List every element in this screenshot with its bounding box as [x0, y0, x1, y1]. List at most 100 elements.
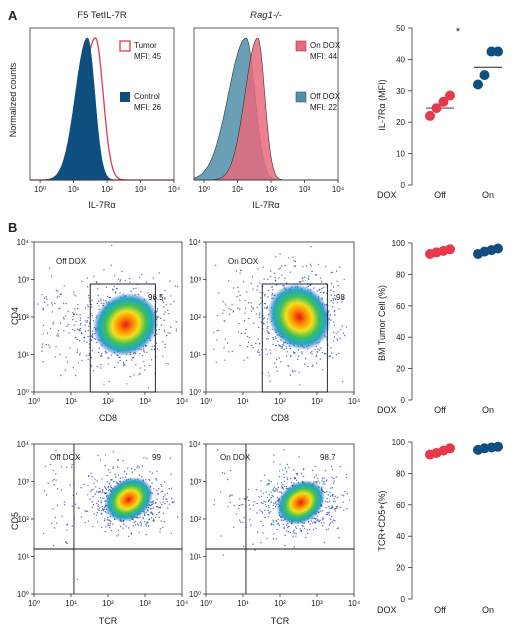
flow3-event	[110, 479, 112, 481]
flow2-event	[301, 352, 303, 355]
flow1-event	[65, 302, 68, 305]
flow2-event	[310, 265, 312, 267]
flow4-event	[318, 520, 320, 522]
flow4-event	[325, 506, 327, 509]
flow2-event	[281, 265, 283, 267]
flow2-event	[322, 292, 324, 294]
flow3-event	[152, 507, 154, 509]
flow3-event	[123, 470, 126, 473]
flow4-event	[303, 468, 305, 470]
flow1-event	[165, 362, 167, 365]
flow1-event	[54, 356, 56, 358]
flow2-event	[333, 324, 336, 326]
flow4-event	[213, 504, 215, 506]
flow3-event	[110, 486, 112, 488]
flow2-event	[298, 281, 301, 283]
flow2-event	[332, 298, 334, 300]
flow1-event	[143, 350, 145, 352]
dot2-cat-on: On	[482, 405, 494, 415]
flow2-event	[251, 344, 253, 347]
flow2-event	[275, 344, 277, 347]
flow2-event	[311, 365, 313, 367]
flow1-event	[91, 314, 94, 317]
flow3-event	[66, 542, 68, 545]
flow4-event	[295, 473, 297, 475]
flow2-event	[238, 322, 240, 325]
flow4-event	[272, 488, 275, 490]
flow2-event	[258, 351, 260, 353]
flow1-event	[56, 335, 58, 337]
flow2-event	[260, 297, 262, 299]
flow4-event	[283, 473, 285, 475]
flow3-event	[77, 507, 79, 509]
flow2-event	[309, 284, 311, 286]
flow4-event	[256, 502, 258, 505]
flow2-event	[331, 352, 333, 354]
flow2-event	[281, 345, 283, 348]
flow2-event	[228, 280, 230, 282]
flow1-event	[63, 285, 65, 287]
flow4-event	[300, 473, 303, 475]
flow3-event	[107, 485, 110, 488]
flow1-event	[166, 334, 168, 337]
flow2-event	[255, 313, 257, 315]
flow2-event	[296, 358, 299, 360]
flow3-gate	[34, 444, 182, 594]
flow1-event	[147, 387, 150, 389]
flow1-event	[146, 351, 148, 353]
flow4-event	[292, 531, 294, 533]
flow1-event	[99, 355, 102, 357]
flow3-event	[51, 522, 53, 525]
flow1-event	[107, 295, 109, 297]
flow2-event	[258, 314, 261, 316]
flow1-event	[164, 331, 166, 333]
flow4-event	[285, 485, 288, 488]
flow2-event	[275, 366, 277, 368]
flow3-ytick-label: 10⁴	[17, 440, 30, 449]
flow2-event	[323, 353, 326, 355]
flow1-event	[64, 369, 67, 371]
flow1-event	[149, 364, 151, 367]
flow2-event	[272, 336, 274, 339]
flow3-event	[133, 521, 136, 524]
flow2-event	[271, 295, 273, 297]
flow1-event	[65, 356, 67, 358]
flow3-event	[65, 541, 67, 543]
flow3-event	[83, 483, 85, 486]
flow2-event	[311, 270, 313, 273]
flow1-event	[79, 317, 82, 319]
flow3-event	[89, 498, 91, 500]
flow1-event	[162, 341, 164, 343]
flow1-event	[104, 352, 107, 354]
flow3-event	[100, 501, 103, 504]
flow2-event	[251, 276, 254, 278]
flow3-event	[164, 481, 166, 483]
flow3-event	[101, 509, 103, 512]
flow4-event	[284, 544, 286, 547]
flow4-event	[302, 525, 304, 527]
flow3-event	[71, 466, 73, 468]
flow2-event	[231, 350, 233, 353]
flow1-event	[132, 288, 135, 290]
flow2-event	[248, 337, 251, 339]
flow3-event	[117, 474, 120, 476]
flow4-event	[253, 501, 255, 503]
flow1-event	[77, 304, 79, 306]
flow2-event	[222, 312, 224, 314]
flow3-event	[61, 515, 63, 517]
flow2-event	[289, 374, 292, 376]
flow4-event	[275, 488, 277, 490]
flow1-event	[158, 328, 161, 331]
flow2-event	[266, 318, 269, 320]
flow2-event	[342, 298, 344, 301]
flow3-event	[112, 467, 114, 470]
flow4-event	[281, 487, 283, 489]
flow3-event	[87, 494, 89, 496]
flow3-event	[92, 503, 95, 506]
flow2-event	[247, 302, 250, 304]
flow4-event	[310, 520, 312, 522]
flow1-event	[98, 305, 100, 307]
flow2-event	[285, 355, 288, 357]
flow1-event	[158, 272, 160, 274]
flow1-event	[79, 314, 81, 316]
